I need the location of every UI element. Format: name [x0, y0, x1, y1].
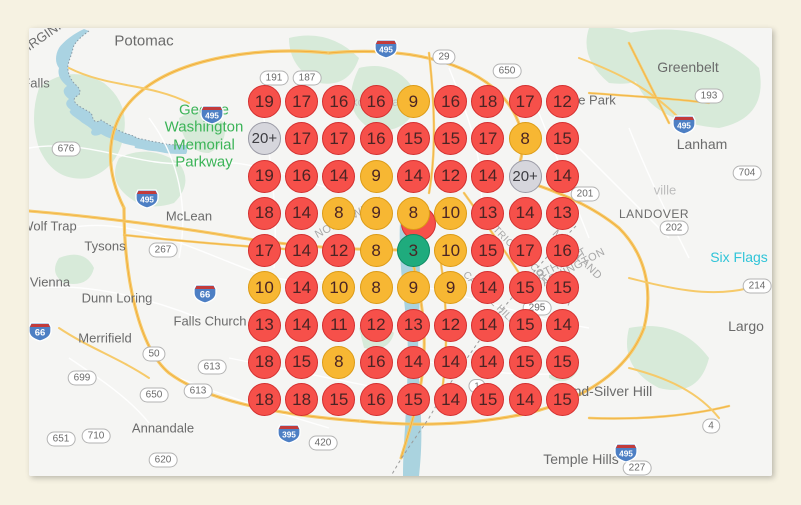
- svg-text:495: 495: [205, 111, 219, 121]
